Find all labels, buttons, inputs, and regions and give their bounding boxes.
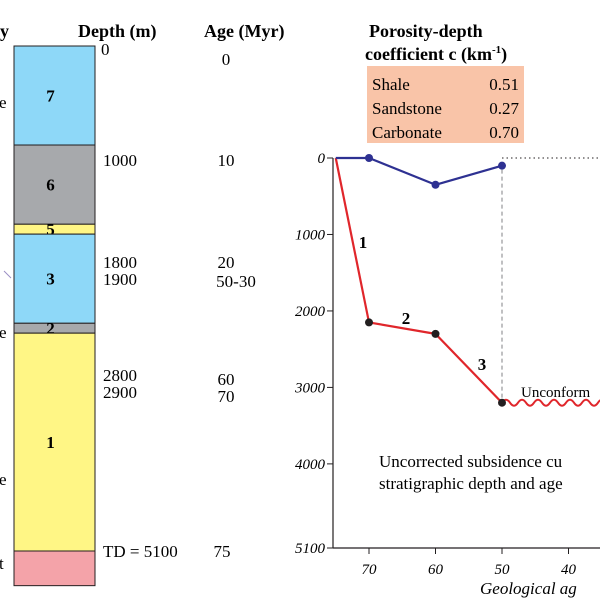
unconformity-label: Unconform	[521, 385, 590, 401]
uncorrected-data-point	[365, 154, 373, 162]
x-axis-label: Geological ag	[480, 579, 577, 598]
lithology-name-fragment: e	[0, 93, 7, 112]
y-tick-label: 1000	[295, 227, 326, 243]
porosity-row-name: Shale	[372, 75, 410, 94]
corrected-subsidence-line	[334, 157, 503, 404]
y-tick-label: 2000	[295, 304, 326, 320]
column-unit-number: 7	[46, 87, 55, 106]
age-label: 0	[222, 50, 231, 69]
column-unit-1	[13, 332, 96, 552]
corrected-data-point	[431, 329, 440, 338]
corrected-data-point	[498, 398, 506, 407]
porosity-row-name: Carbonate	[372, 123, 442, 142]
porosity-table-title-line2: coefficient c (km-1)	[365, 44, 507, 65]
age-label: 70	[218, 387, 235, 406]
subsidence-chart: 0 1000 2000 3000 4000 5100 70 60 50 40Geological …	[294, 151, 600, 598]
depth-label: 2800	[103, 366, 137, 385]
depth-label: 1800	[103, 253, 137, 272]
age-label: 10	[218, 151, 235, 170]
porosity-row-value: 0.70	[489, 123, 519, 142]
depth-label: 2900	[103, 383, 137, 402]
unconformity-wavy-line	[501, 398, 600, 407]
y-tick-label: 4000	[295, 457, 326, 473]
depth-label: 1900	[103, 270, 137, 289]
age-header: Age (Myr)	[204, 21, 284, 42]
age-label: 60	[218, 370, 235, 389]
uncorrected-subsidence-line	[335, 156, 503, 186]
lithology-edge-letters: e e e t	[0, 93, 12, 573]
porosity-row-value: 0.27	[489, 99, 519, 118]
uncorrected-data-point	[431, 180, 440, 189]
column-unit-number: 3	[46, 270, 55, 289]
column-unit-number: 2	[46, 319, 55, 338]
segment-label: 2	[402, 309, 411, 328]
depth-header: Depth (m)	[78, 21, 157, 42]
y-tick-label: 0	[318, 151, 326, 167]
porosity-table: Porosity-depth coefficient c (km-1) Shal…	[365, 21, 524, 143]
depth-label: TD = 5100	[103, 542, 178, 561]
x-tick-label: 40	[561, 562, 577, 578]
column-unit-number: 6	[46, 176, 55, 195]
caption-line1: Uncorrected subsidence cu	[379, 452, 563, 471]
column-unit-basement	[13, 550, 96, 587]
age-label: 75	[214, 542, 231, 561]
x-tick-label: 50	[495, 562, 511, 578]
lithology-name-fragment: e	[0, 323, 7, 342]
uncorrected-data-point	[498, 161, 506, 170]
column-unit-3	[13, 233, 96, 324]
lithology-name-fragment: t	[0, 554, 4, 573]
column-unit-6	[13, 144, 96, 225]
porosity-table-title-sup: -1	[492, 44, 501, 56]
stratigraphic-column: 7 6 5 3 2 1	[13, 45, 96, 587]
lithology-name-fragment: e	[0, 470, 7, 489]
porosity-table-bg	[367, 66, 524, 143]
depth-label: 1000	[103, 151, 137, 170]
segment-label: 1	[359, 233, 368, 252]
x-tick-label: 70	[362, 562, 378, 578]
x-tick-label: 60	[428, 562, 444, 578]
caption-line2: stratigraphic depth and age	[379, 474, 563, 493]
corrected-data-point	[365, 318, 373, 327]
age-label: 20	[218, 253, 235, 272]
column-unit-7	[13, 45, 96, 146]
column-marker-tick	[3, 270, 12, 279]
age-label: 50-30	[216, 272, 256, 291]
depth-label: 0	[101, 40, 110, 59]
column-unit-number: 1	[46, 433, 55, 452]
porosity-row-name: Sandstone	[372, 99, 442, 118]
y-tick-label: 5100	[295, 541, 326, 557]
segment-label: 3	[478, 355, 487, 374]
y-tick-label: 3000	[294, 380, 326, 396]
porosity-row-value: 0.51	[489, 75, 519, 94]
porosity-table-title-line1: Porosity-depth	[369, 21, 483, 41]
column-unit-number: 5	[46, 220, 55, 239]
lithology-header-fragment: y	[0, 21, 9, 41]
